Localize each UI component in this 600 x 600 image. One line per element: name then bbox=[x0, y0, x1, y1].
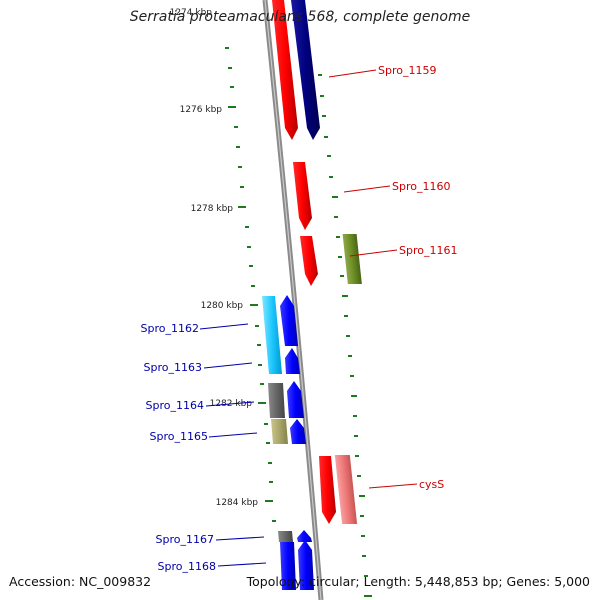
gene-label[interactable]: Spro_1167 bbox=[156, 533, 214, 546]
gene-label[interactable]: Spro_1160 bbox=[392, 180, 450, 193]
gene-block[interactable] bbox=[342, 234, 362, 284]
gene-label[interactable]: Spro_1161 bbox=[399, 244, 457, 257]
accession-text: Accession: NC_009832 bbox=[9, 574, 152, 589]
gene-arrow[interactable] bbox=[319, 456, 336, 524]
label-leaders-right bbox=[328, 69, 418, 489]
gene-label[interactable]: cysS bbox=[419, 478, 444, 491]
outer-genes bbox=[291, 0, 362, 524]
reverse-strand-genes bbox=[262, 295, 314, 590]
gene-block[interactable] bbox=[262, 296, 282, 374]
scale-label: 1284 kbp bbox=[216, 498, 259, 508]
gene-arrow[interactable] bbox=[297, 530, 312, 542]
gene-block[interactable] bbox=[271, 419, 288, 444]
inner-scale-ticks bbox=[225, 47, 276, 522]
gene-block[interactable] bbox=[334, 455, 358, 524]
scale-label: 1274 kbp bbox=[170, 8, 213, 18]
outer-scale-ticks bbox=[318, 74, 372, 597]
gene-arrow[interactable] bbox=[280, 295, 298, 346]
gene-arrow[interactable] bbox=[290, 419, 306, 444]
gene-label[interactable]: Spro_1164 bbox=[146, 399, 204, 412]
map-title: Serratia proteamaculans 568, complete ge… bbox=[129, 9, 471, 25]
gene-arrow[interactable] bbox=[298, 540, 314, 590]
gene-arrow[interactable] bbox=[285, 348, 300, 374]
gene-block[interactable] bbox=[280, 542, 296, 590]
gene-label[interactable]: Spro_1163 bbox=[144, 361, 202, 374]
gene-block[interactable] bbox=[278, 531, 293, 542]
gene-arrow[interactable] bbox=[293, 162, 312, 230]
scale-label: 1276 kbp bbox=[180, 105, 223, 115]
gene-arrow[interactable] bbox=[291, 0, 320, 140]
gene-block[interactable] bbox=[268, 383, 285, 418]
label-leaders-left bbox=[199, 323, 267, 567]
gene-arrow[interactable] bbox=[300, 236, 318, 286]
genome-summary-text: Topology: circular; Length: 5,448,853 bp… bbox=[246, 574, 590, 589]
forward-strand-genes bbox=[272, 0, 336, 524]
gene-arrow[interactable] bbox=[287, 381, 304, 418]
gene-label[interactable]: Spro_1162 bbox=[141, 322, 199, 335]
gene-label[interactable]: Spro_1159 bbox=[378, 64, 436, 77]
scale-label: 1278 kbp bbox=[191, 204, 234, 214]
gene-arrow[interactable] bbox=[272, 0, 298, 140]
gene-label[interactable]: Spro_1168 bbox=[158, 560, 216, 573]
gene-label[interactable]: Spro_1165 bbox=[150, 430, 208, 443]
scale-label: 1280 kbp bbox=[201, 301, 244, 311]
